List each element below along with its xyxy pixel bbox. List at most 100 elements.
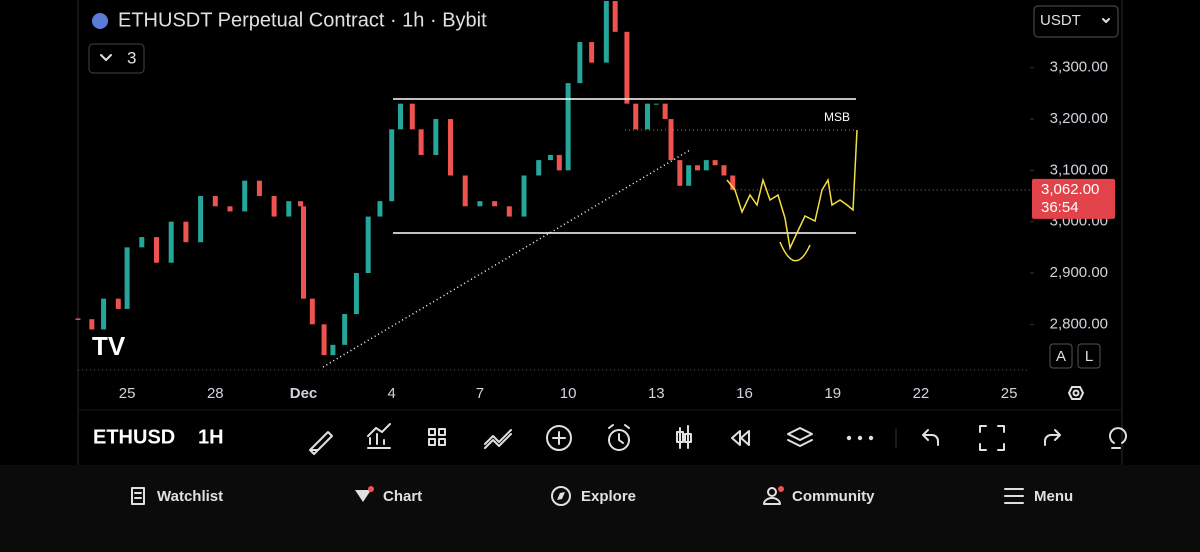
candle bbox=[433, 119, 439, 155]
candle bbox=[298, 201, 304, 207]
candle bbox=[168, 221, 174, 263]
layout-icon[interactable] bbox=[428, 428, 446, 446]
candle bbox=[589, 42, 595, 63]
explore-icon bbox=[551, 486, 571, 506]
candle bbox=[477, 201, 483, 207]
currency[interactable]: USDT bbox=[1040, 12, 1081, 29]
candle bbox=[212, 196, 218, 207]
annotation: MSB bbox=[824, 110, 850, 124]
toolbar-icons bbox=[309, 423, 1127, 455]
x-tick-label: 13 bbox=[648, 385, 665, 402]
x-tick-label: 10 bbox=[560, 385, 577, 402]
indicator-toggle[interactable] bbox=[88, 43, 145, 74]
add-icon[interactable] bbox=[546, 425, 572, 451]
nav-item[interactable]: Watchlist bbox=[157, 488, 223, 505]
projection-curve bbox=[779, 241, 811, 262]
candle bbox=[462, 175, 468, 207]
add-icon-plus bbox=[552, 431, 566, 445]
nav-item[interactable]: Menu bbox=[1034, 488, 1073, 505]
layers-icon[interactable] bbox=[787, 427, 813, 447]
chevron bbox=[100, 54, 112, 61]
last-price-label: 3,062.00 bbox=[1041, 181, 1099, 198]
nav-item[interactable]: Chart bbox=[383, 488, 422, 505]
settings-icon[interactable] bbox=[1068, 386, 1084, 400]
x-tick-label: 7 bbox=[476, 385, 484, 402]
nav-item[interactable]: Community bbox=[792, 488, 875, 505]
last-price-tag bbox=[1032, 178, 1115, 219]
candle bbox=[398, 103, 404, 130]
alert-icon[interactable] bbox=[608, 429, 630, 451]
candle bbox=[577, 42, 583, 84]
candle-icon[interactable] bbox=[676, 425, 692, 449]
candle bbox=[330, 344, 336, 356]
candle bbox=[677, 160, 683, 186]
candle bbox=[448, 119, 454, 176]
currency-select[interactable] bbox=[1033, 5, 1119, 38]
indicators-icon[interactable] bbox=[367, 423, 391, 449]
more-dot bbox=[868, 435, 874, 441]
candle bbox=[565, 83, 571, 171]
symbol-icon bbox=[92, 13, 108, 29]
candle bbox=[342, 314, 348, 345]
explore-needle bbox=[557, 492, 565, 500]
candle bbox=[418, 129, 424, 155]
toolbar-interval[interactable]: 1H bbox=[198, 426, 224, 448]
plot bbox=[75, 1, 736, 356]
candle bbox=[712, 160, 718, 166]
badge bbox=[368, 486, 374, 492]
candle bbox=[506, 206, 512, 217]
x-tick-label: Dec bbox=[290, 385, 318, 402]
candle bbox=[662, 103, 668, 120]
scale-button[interactable] bbox=[1077, 343, 1101, 369]
candle bbox=[389, 129, 395, 202]
trend-line bbox=[322, 149, 691, 368]
y-tick-label: 3,100.00 bbox=[1050, 161, 1108, 178]
x-tick-label: 4 bbox=[388, 385, 396, 402]
scale-button[interactable] bbox=[1049, 343, 1073, 369]
candle bbox=[139, 237, 145, 248]
y-tick-label: 2,800.00 bbox=[1050, 315, 1108, 332]
candle bbox=[694, 165, 700, 171]
community-icon-body bbox=[763, 497, 781, 505]
candle bbox=[721, 165, 727, 176]
candle bbox=[492, 201, 498, 207]
candle bbox=[612, 1, 618, 32]
candle bbox=[309, 298, 315, 325]
replay-icon[interactable] bbox=[731, 430, 750, 446]
candle bbox=[624, 31, 630, 104]
draw-icon[interactable] bbox=[309, 431, 333, 455]
candle bbox=[365, 216, 371, 274]
redo-icon[interactable] bbox=[1044, 429, 1061, 446]
scale-button-label[interactable]: L bbox=[1085, 348, 1093, 365]
indicator-count[interactable]: 3 bbox=[127, 48, 136, 67]
compare-icon[interactable] bbox=[484, 429, 512, 449]
candle bbox=[547, 154, 553, 161]
watchlist-icon bbox=[131, 487, 145, 505]
idea-icon[interactable] bbox=[1109, 427, 1127, 449]
candle bbox=[603, 1, 609, 63]
community-icon bbox=[767, 487, 777, 497]
candle bbox=[227, 206, 233, 212]
alert-icon-hands bbox=[608, 424, 630, 444]
candle bbox=[703, 160, 709, 171]
nav-item[interactable]: Explore bbox=[581, 488, 636, 505]
candle bbox=[89, 319, 95, 330]
chart-icon bbox=[355, 490, 371, 502]
more-dot[interactable] bbox=[846, 435, 852, 441]
candle bbox=[198, 196, 204, 243]
candle bbox=[242, 180, 248, 212]
x-tick-label: 19 bbox=[824, 385, 841, 402]
undo-icon[interactable] bbox=[922, 429, 939, 446]
more-dot bbox=[857, 435, 863, 441]
candle bbox=[256, 180, 262, 197]
toolbar-symbol[interactable]: ETHUSD bbox=[93, 426, 175, 448]
scale-button-label[interactable]: A bbox=[1056, 348, 1066, 365]
x-tick-label: 22 bbox=[913, 385, 930, 402]
countdown: 36:54 bbox=[1041, 199, 1079, 216]
menu-icon bbox=[1004, 488, 1024, 504]
fullscreen-icon[interactable] bbox=[979, 425, 1005, 451]
candle bbox=[409, 103, 415, 130]
candle bbox=[271, 196, 277, 217]
